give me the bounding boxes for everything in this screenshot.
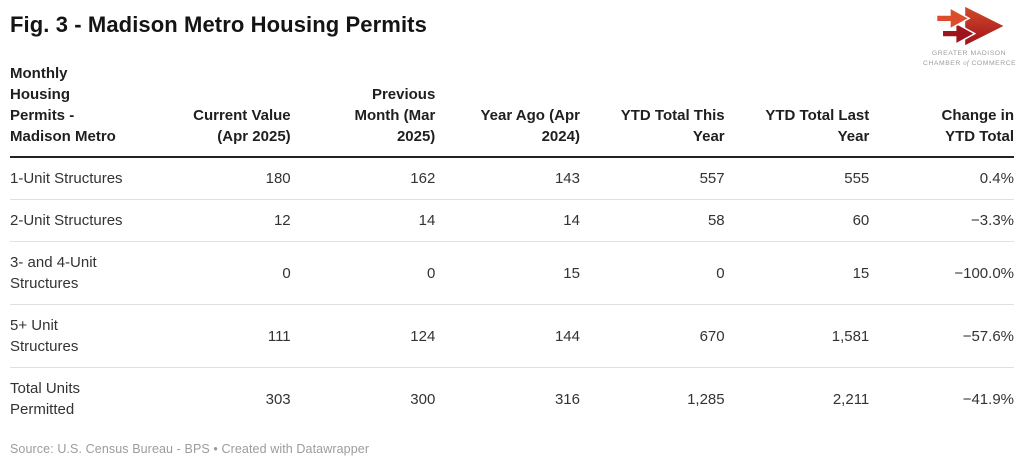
housing-permits-table: Monthly Housing Permits - Madison Metro … [10,59,1014,430]
cell-change-ytd: −100.0% [869,241,1014,305]
table-header-row: Monthly Housing Permits - Madison Metro … [10,59,1014,158]
datawrapper-credit-link[interactable]: Created with Datawrapper [221,442,370,456]
cell-ytd-last-year: 555 [724,157,870,200]
table-row-3-4-unit: 3- and 4-Unit Structures 0 0 15 0 15 −10… [10,241,1014,305]
cell-ytd-last-year: 15 [724,241,870,305]
cell-year-ago: 316 [554,390,580,408]
row-label: 1-Unit Structures [10,157,146,200]
source-attribution: Source: U.S. Census Bureau - BPS • Creat… [10,442,369,456]
logo-org-name-line2: CHAMBER of COMMERCE [923,60,1017,68]
cell-ytd-last-year: 1,581 [724,304,870,368]
cell-ytd-this-year: 0 [579,241,725,305]
col-header-previous-month: Previous Month (Mar 2025) [290,59,436,158]
cell-previous-month: 162 [290,157,436,200]
col-header-current-value: Current Value (Apr 2025) [146,59,291,158]
cell-current-value: 0 [146,241,291,305]
logo-org-name-line1: GREATER MADISON [931,50,1007,57]
cell-previous-month: 300 [410,390,436,408]
cell-current-value: 12 [146,199,291,242]
col-header-change-ytd: Change in YTD Total [869,59,1014,158]
col-header-row-label: Monthly Housing Permits - Madison Metro [10,59,146,158]
cell-ytd-last-year: 60 [724,199,870,242]
cell-previous-month: 124 [290,304,436,368]
logo-top-arrow-shape [935,6,971,31]
logo-triangle-shape [965,6,1004,46]
cell-year-ago: 143 [435,157,580,200]
row-label: 2-Unit Structures [10,199,146,242]
cell-ytd-this-year: 557 [579,157,725,200]
col-header-year-ago: Year Ago (Apr 2024) [435,59,580,158]
cell-year-ago: 14 [435,199,580,242]
chamber-logo: GREATER MADISON CHAMBER of COMMERCE [923,5,1017,69]
row-label: 5+ Unit Structures [10,304,146,368]
page-title: Fig. 3 - Madison Metro Housing Permits [10,12,427,37]
cell-current-value: 303 [265,390,291,408]
cell-previous-month: 14 [290,199,436,242]
cell-ytd-this-year: 58 [579,199,725,242]
table-row-1-unit: 1-Unit Structures 180 162 143 557 555 0.… [10,157,1014,200]
cell-previous-month: 0 [290,241,436,305]
row-label: Total Units Permitted [10,380,81,418]
cell-current-value: 180 [146,157,291,200]
cell-change-ytd: 0.4% [869,157,1014,200]
col-header-ytd-last-year: YTD Total Last Year [724,59,870,158]
cell-change-ytd: −41.9% [962,390,1014,408]
col-header-ytd-this-year: YTD Total This Year [579,59,725,158]
cell-change-ytd: −3.3% [869,199,1014,242]
cell-change-ytd: −57.6% [869,304,1014,368]
row-label: 3- and 4-Unit Structures [10,241,146,305]
table-row-5-plus-unit: 5+ Unit Structures 111 124 144 670 1,581… [10,304,1014,368]
cell-ytd-last-year: 2,211 [832,390,870,408]
double-arrow-logo-icon [935,6,1004,46]
logo-bottom-arrow-shape [941,21,977,46]
source-text: Source: U.S. Census Bureau - BPS [10,442,210,456]
separator-dot: • [213,442,218,456]
cell-ytd-this-year: 1,285 [687,390,725,408]
cell-year-ago: 15 [435,241,580,305]
table-row-2-unit: 2-Unit Structures 12 14 14 58 60 −3.3% [10,199,1014,242]
cell-year-ago: 144 [435,304,580,368]
table-row-total-units: Total Units Permitted 303 300 316 1,285 … [10,368,1014,431]
cell-current-value: 111 [146,304,291,368]
cell-ytd-this-year: 670 [579,304,725,368]
